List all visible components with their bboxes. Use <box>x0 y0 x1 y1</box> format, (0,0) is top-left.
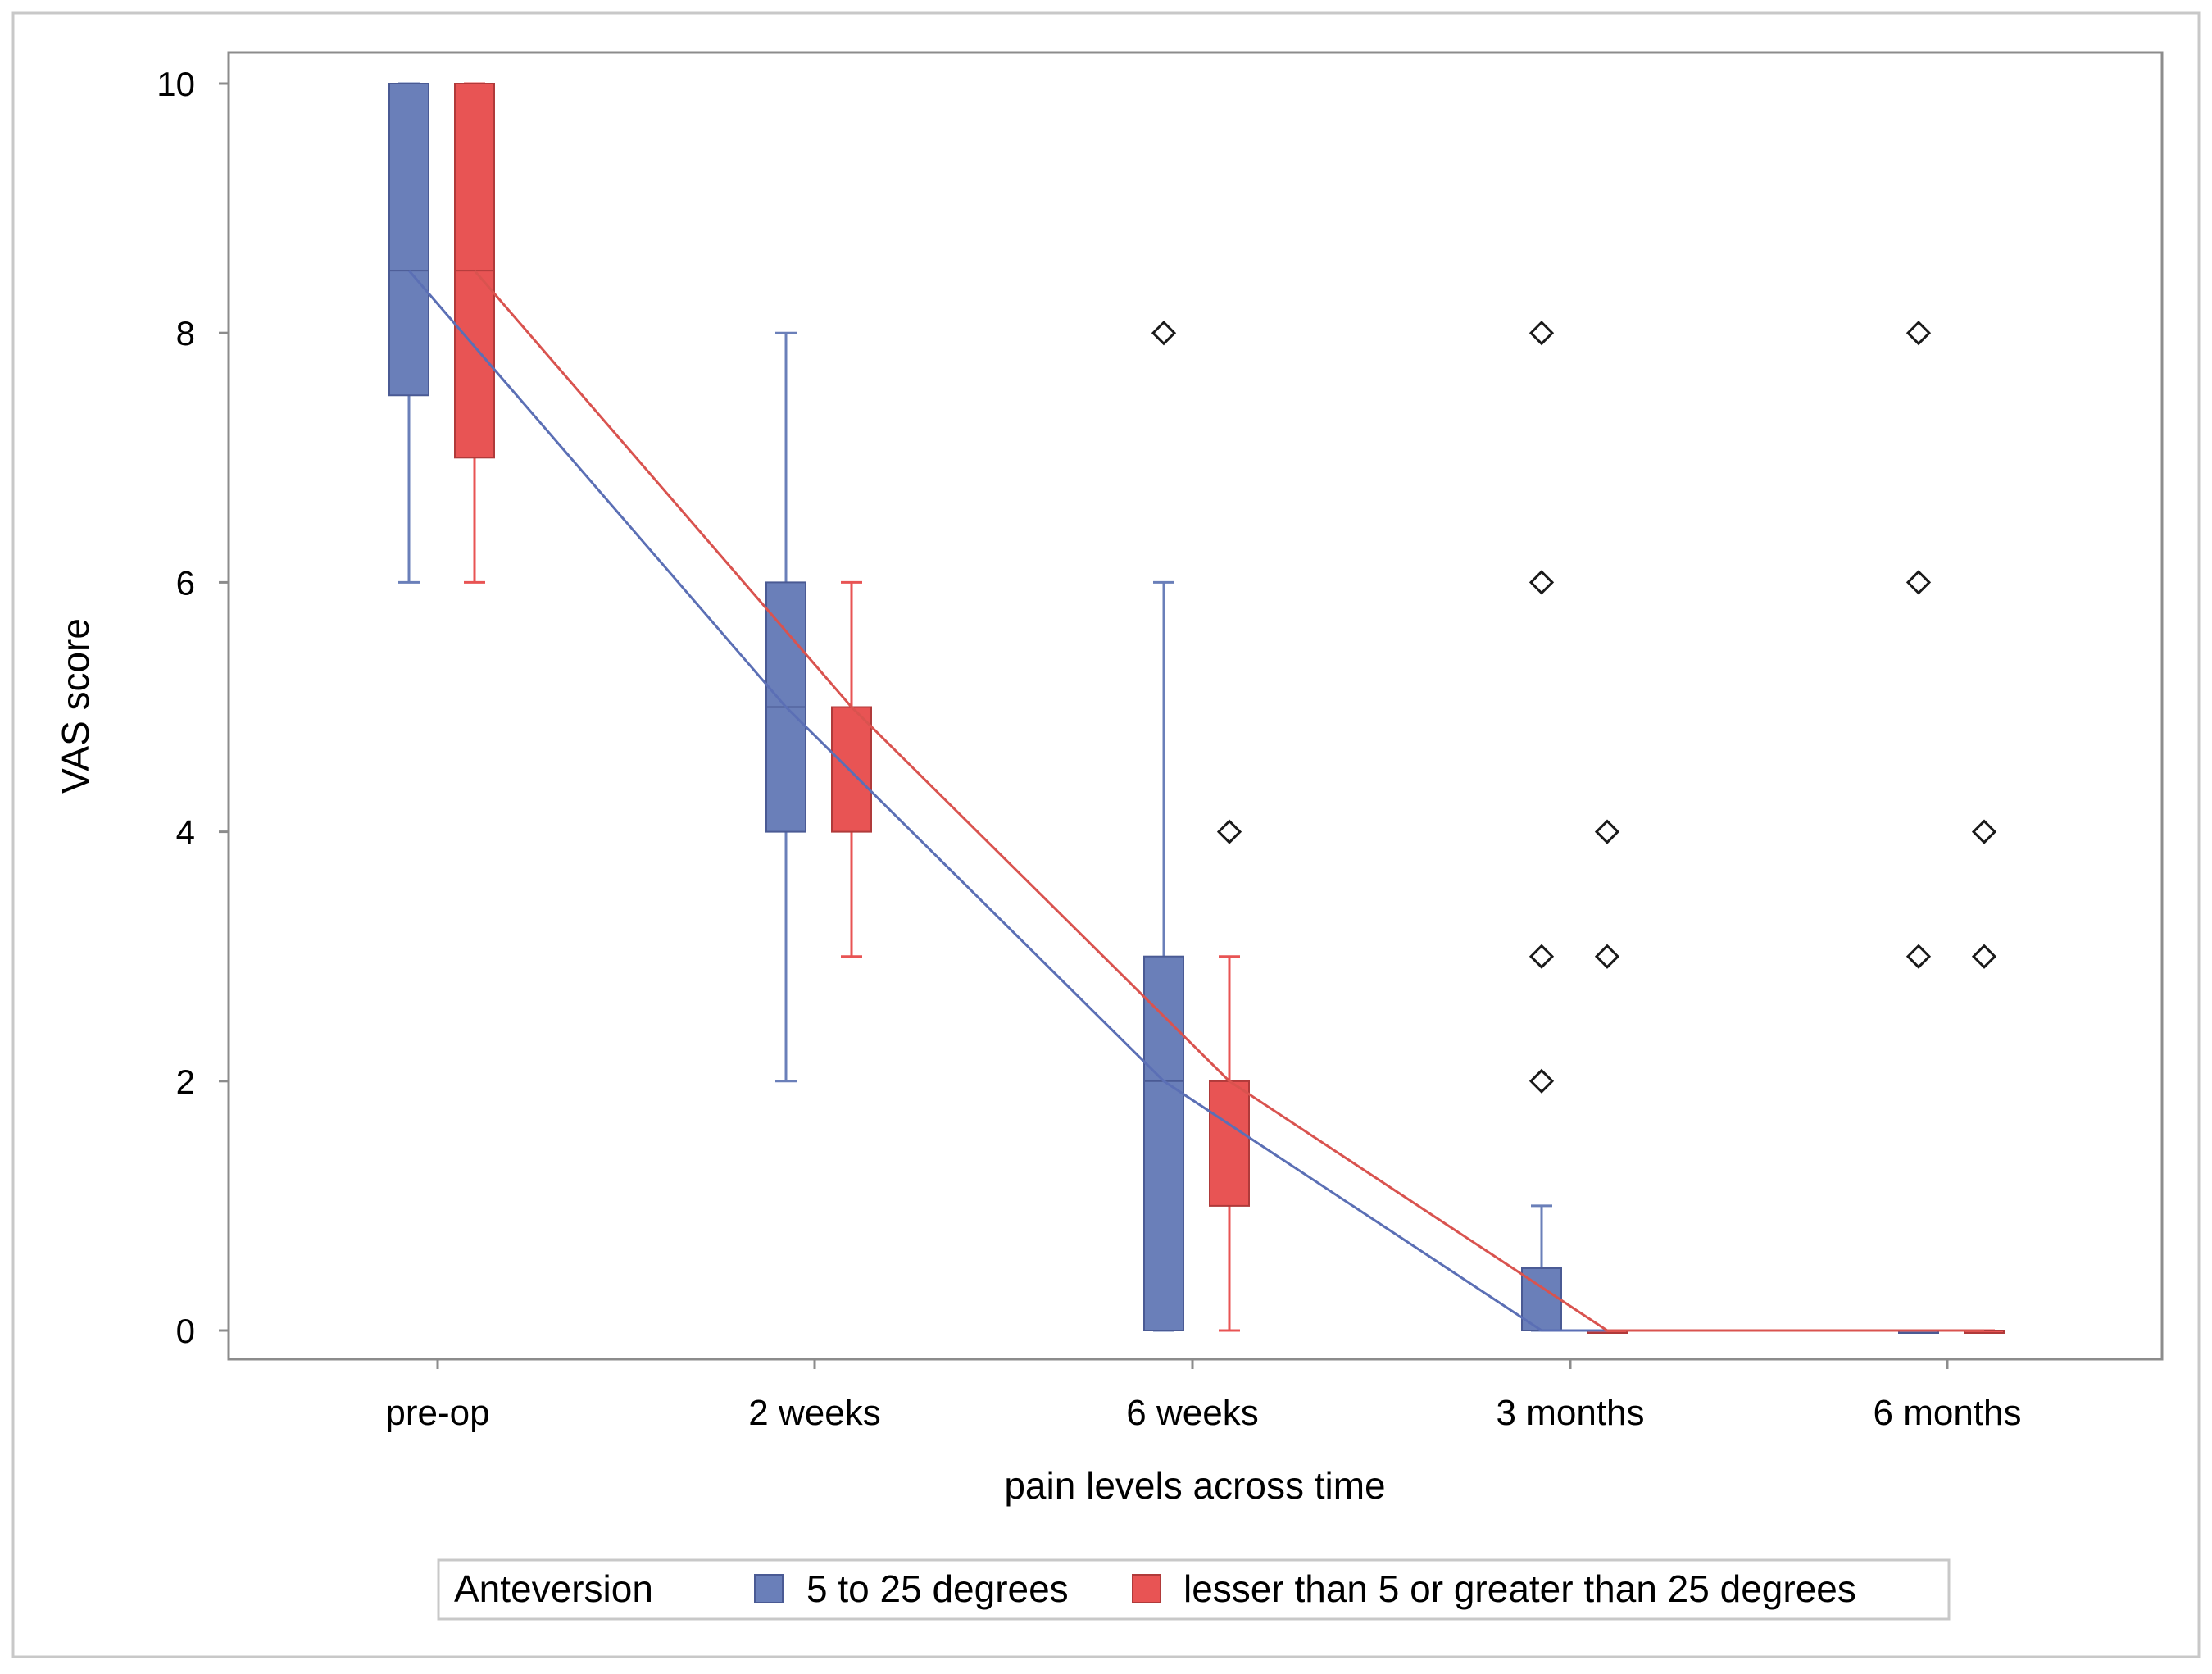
outlier-series-1-6-months-4 <box>1971 819 1997 844</box>
x-tick-label-pre-op: pre-op <box>385 1393 489 1433</box>
legend-label-outside-range: lesser than 5 or greater than 25 degrees <box>1183 1567 1856 1610</box>
y-axis: 0 2 4 6 8 10 <box>157 65 229 1350</box>
x-tick-label-2-weeks: 2 weeks <box>748 1393 880 1433</box>
y-tick-label-0: 0 <box>176 1312 195 1350</box>
outlier-series-0-6-weeks-8 <box>1151 321 1177 346</box>
box-group-series-1-2-weeks <box>831 580 872 958</box>
box-group-series-1-6-weeks <box>1209 955 1250 1332</box>
legend-label-5-to-25-degrees: 5 to 25 degrees <box>806 1567 1069 1610</box>
outlier-series-0-6-months-6 <box>1905 570 1932 595</box>
legend-title: Anteversion <box>454 1567 653 1610</box>
legend-swatch-outside-range <box>1132 1574 1161 1603</box>
box-series-1-6-weeks <box>1209 1080 1250 1207</box>
box-group-series-0-pre-op <box>388 82 429 584</box>
outlier-series-1-6-months-3 <box>1971 944 1997 969</box>
x-tick-label-6-weeks: 6 weeks <box>1126 1393 1258 1433</box>
y-tick-label-2: 2 <box>176 1062 195 1101</box>
y-tick-label-8: 8 <box>176 314 195 353</box>
legend-frame <box>437 1558 1951 1621</box>
y-axis-label: VAS score <box>54 618 97 794</box>
outlier-series-1-6-weeks-4 <box>1216 819 1242 844</box>
trend-lines-layer <box>407 270 1984 1332</box>
box-group-series-0-6-weeks <box>1143 580 1184 1332</box>
outlier-series-0-3-months-8 <box>1528 321 1555 346</box>
y-tick-label-10: 10 <box>157 65 195 103</box>
legend: Anteversion 5 to 25 degrees lesser than … <box>437 1558 1951 1621</box>
outlier-series-0-6-months-3 <box>1905 944 1932 969</box>
x-axis: pre-op 2 weeks 6 weeks 3 months 6 months <box>385 1359 2021 1433</box>
plot-area-frame <box>227 51 2164 1361</box>
outlier-series-1-3-months-4 <box>1594 819 1620 844</box>
outliers-layer <box>1151 321 1997 1094</box>
box-series-0-6-weeks <box>1143 955 1184 1331</box>
box-series-0-pre-op <box>388 83 429 397</box>
outlier-series-0-3-months-3 <box>1528 944 1555 969</box>
x-axis-label: pain levels across time <box>1004 1464 1385 1507</box>
outlier-series-0-3-months-2 <box>1528 1068 1555 1094</box>
y-tick-label-4: 4 <box>176 813 195 852</box>
outlier-series-0-3-months-6 <box>1528 570 1555 595</box>
box-series-1-2-weeks <box>831 706 872 833</box>
trend-line-series-1 <box>473 270 1984 1332</box>
outlier-series-0-6-months-8 <box>1905 321 1932 346</box>
outlier-series-1-3-months-3 <box>1594 944 1620 969</box>
x-tick-label-6-months: 6 months <box>1874 1393 2022 1433</box>
x-tick-label-3-months: 3 months <box>1497 1393 1645 1433</box>
y-tick-label-6: 6 <box>176 563 195 602</box>
legend-swatch-5-to-25-degrees <box>754 1574 784 1603</box>
